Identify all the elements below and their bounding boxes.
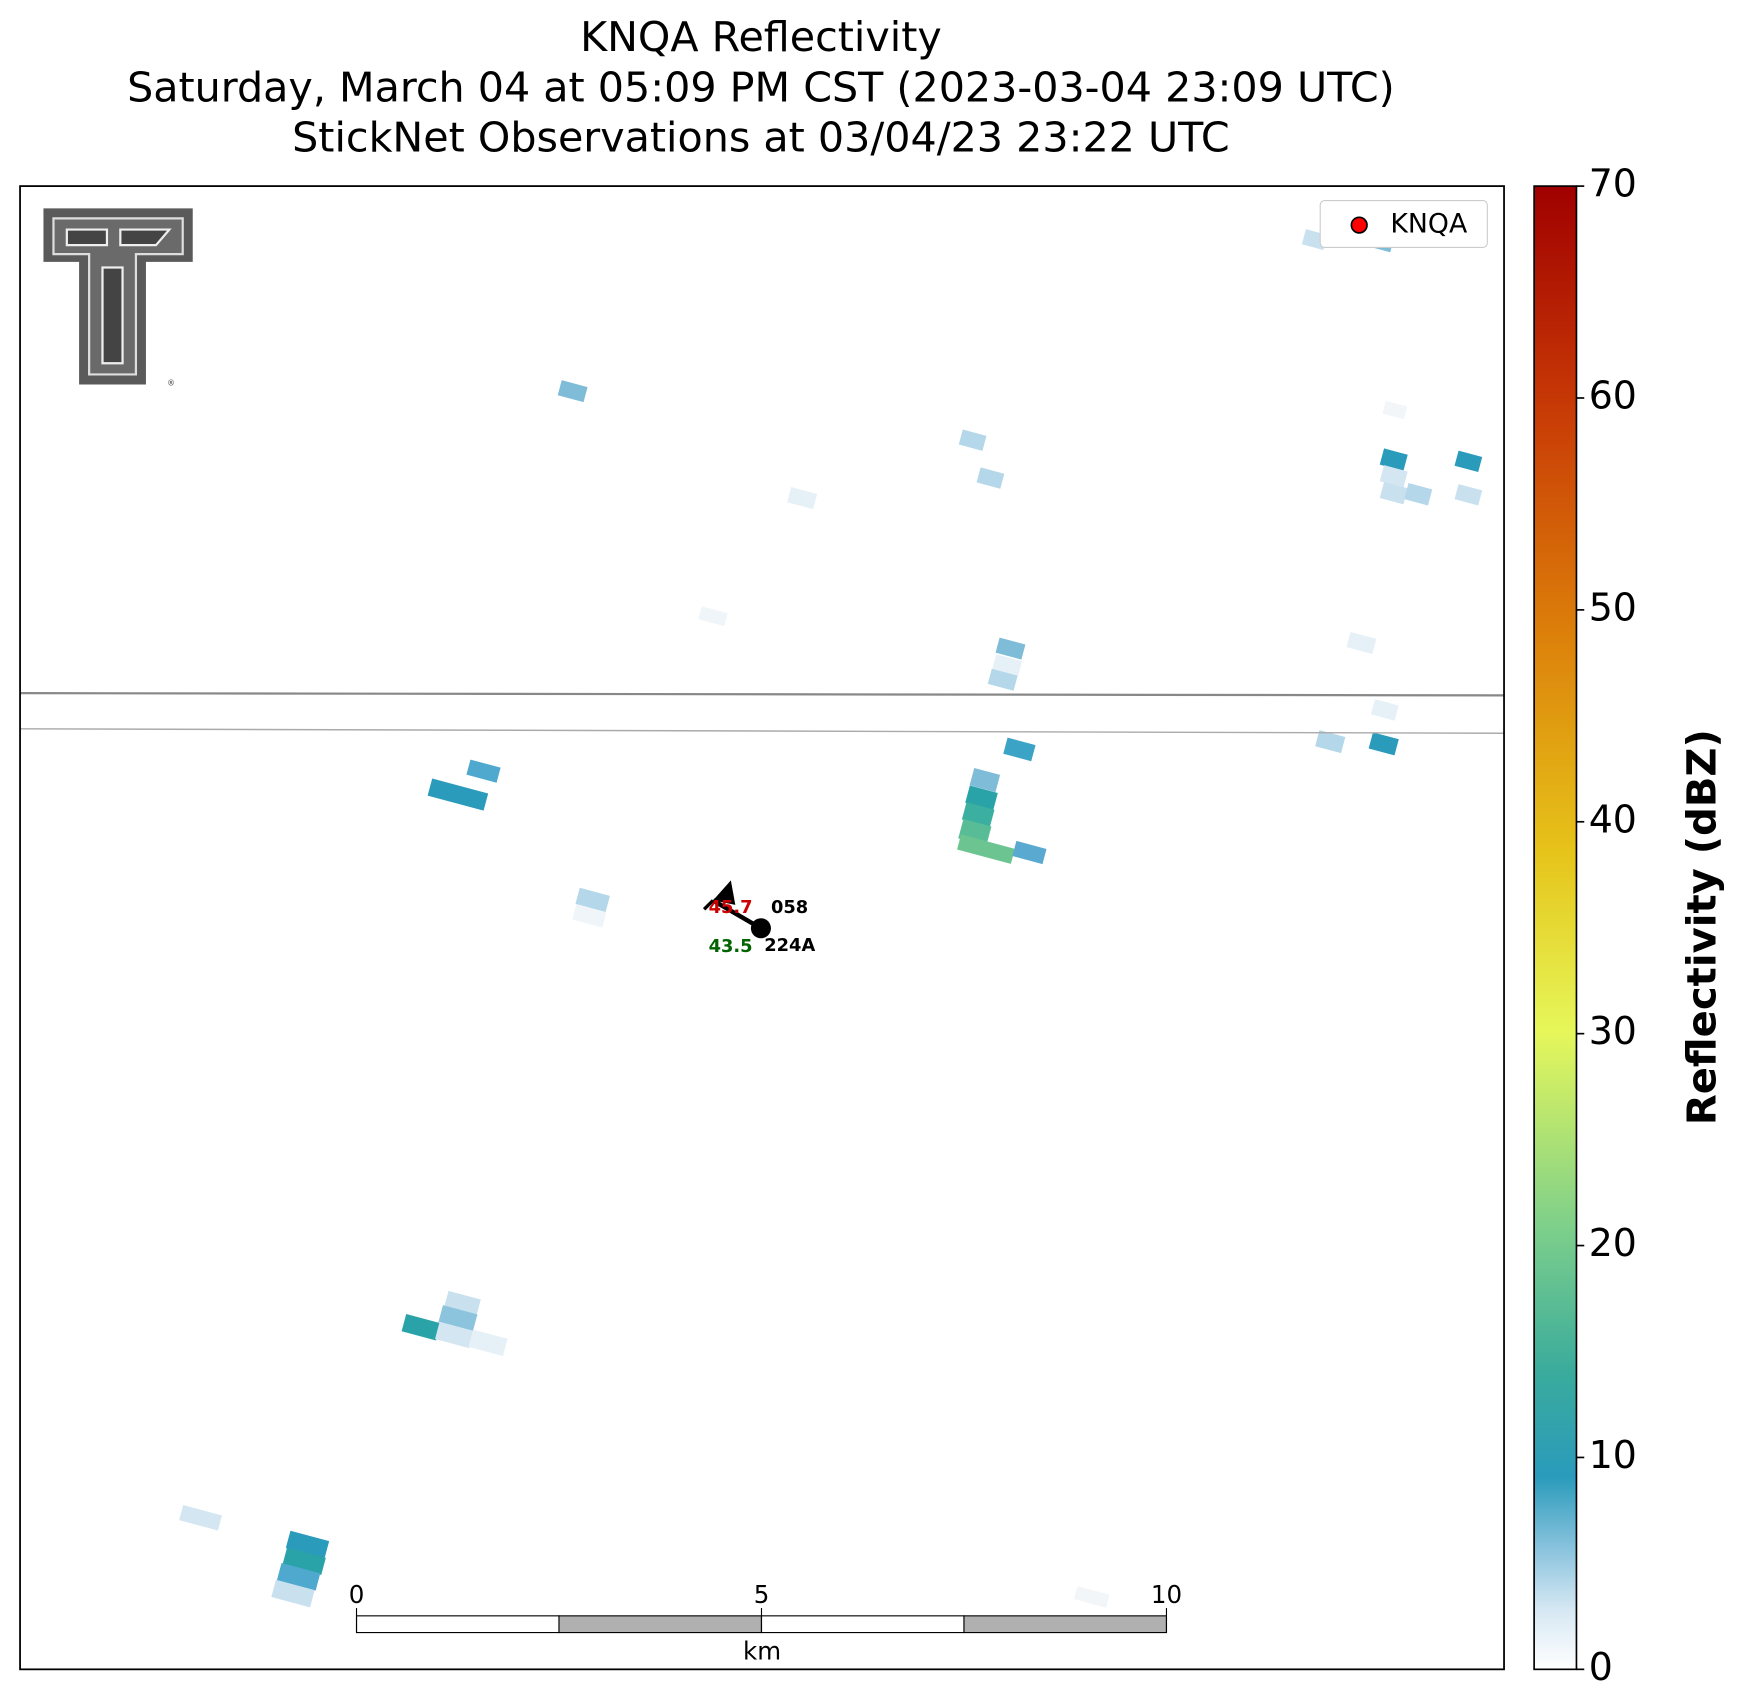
- radar-cell: [1404, 482, 1433, 506]
- radar-cell: [276, 1563, 321, 1591]
- legend: KNQA: [1319, 200, 1488, 248]
- radar-cell: [965, 785, 998, 811]
- radar-cell: [1346, 632, 1377, 654]
- radar-cell: [271, 1579, 315, 1608]
- radar-cell: [285, 1530, 330, 1559]
- colorbar-tick-label: 60: [1589, 373, 1637, 417]
- title: KNQA Reflectivity: [580, 13, 942, 61]
- radar-cell: [1003, 737, 1036, 762]
- scale-bar-tick-label: 5: [754, 1580, 770, 1609]
- boundary-line: [20, 692, 1505, 697]
- colorbar-tick-label: 30: [1589, 1009, 1637, 1053]
- logo: ®: [41, 206, 195, 387]
- radar-cell: [969, 767, 1001, 793]
- scale-bar-segment: [355, 1615, 560, 1634]
- radar-cell: [957, 834, 1015, 864]
- scale-bar-segment: [963, 1615, 1168, 1634]
- radar-cell: [987, 668, 1018, 691]
- colorbar-tick-label: 40: [1589, 797, 1637, 841]
- radar-cell: [787, 487, 818, 510]
- radar-cell: [1368, 732, 1399, 756]
- colorbar-label: Reflectivity (dBZ): [1680, 729, 1726, 1125]
- subtitle: Saturday, March 04 at 05:09 PM CST (2023…: [127, 63, 1395, 111]
- radar-cell: [575, 887, 610, 912]
- radar-cell: [557, 380, 588, 403]
- radar-cell: [1012, 840, 1047, 865]
- legend-box: [1319, 200, 1488, 248]
- dewpoint: 43.5: [709, 936, 753, 957]
- radar-cell: [992, 654, 1023, 677]
- radar-cell: [1379, 465, 1408, 488]
- scale-bar-tick-label: 10: [1151, 1580, 1182, 1609]
- colorbar-tick-label: 10: [1589, 1433, 1637, 1477]
- radar-cell: [1370, 699, 1399, 721]
- scale-bar-label: km: [743, 1637, 781, 1666]
- radar-cell: [1073, 1586, 1110, 1608]
- wind-barb: [702, 899, 715, 911]
- radar-cell: [1379, 448, 1408, 471]
- radar-cell: [1379, 481, 1408, 505]
- radar-cell: [995, 637, 1026, 660]
- boundary-line: [20, 728, 1505, 734]
- radar-cell: [466, 759, 501, 783]
- colorbar-tick-label: 50: [1589, 585, 1637, 629]
- colorbar-tick-label: 70: [1589, 162, 1637, 206]
- radar-layer: [179, 229, 1483, 1608]
- radar-cell: [282, 1547, 326, 1576]
- station-id: 224A: [764, 935, 815, 956]
- radar-cell: [958, 429, 987, 451]
- radar-cell: [976, 467, 1005, 489]
- scale-bar-tick-label: 0: [349, 1580, 365, 1609]
- station-marker: [750, 918, 771, 939]
- radar-cell: [1454, 484, 1483, 506]
- colorbar-tick-label: 0: [1589, 1645, 1613, 1689]
- svg-text:®: ®: [167, 378, 175, 387]
- station-value: 058: [771, 897, 808, 918]
- scale-bar-segment: [558, 1615, 763, 1634]
- radar-cell: [427, 778, 489, 811]
- scale-bar-segment: [760, 1615, 965, 1634]
- colorbar-tick-label: 20: [1589, 1221, 1637, 1265]
- radar-cell: [179, 1505, 222, 1531]
- temperature: 45.7: [709, 897, 753, 918]
- colorbar: [1533, 185, 1578, 1671]
- radar-cell: [1382, 400, 1408, 420]
- legend-marker: [1350, 216, 1368, 234]
- map-frame: [19, 185, 1505, 1671]
- radar-cell: [698, 606, 728, 627]
- station-plot: 45.7 058 43.5 224A: [702, 880, 815, 957]
- wind-barb-flag: [713, 880, 736, 905]
- radar-cell: [1454, 450, 1483, 473]
- legend-label: KNQA: [1390, 209, 1468, 240]
- radar-cell: [1315, 730, 1346, 754]
- subtitle: StickNet Observations at 03/04/23 23:22 …: [292, 113, 1230, 161]
